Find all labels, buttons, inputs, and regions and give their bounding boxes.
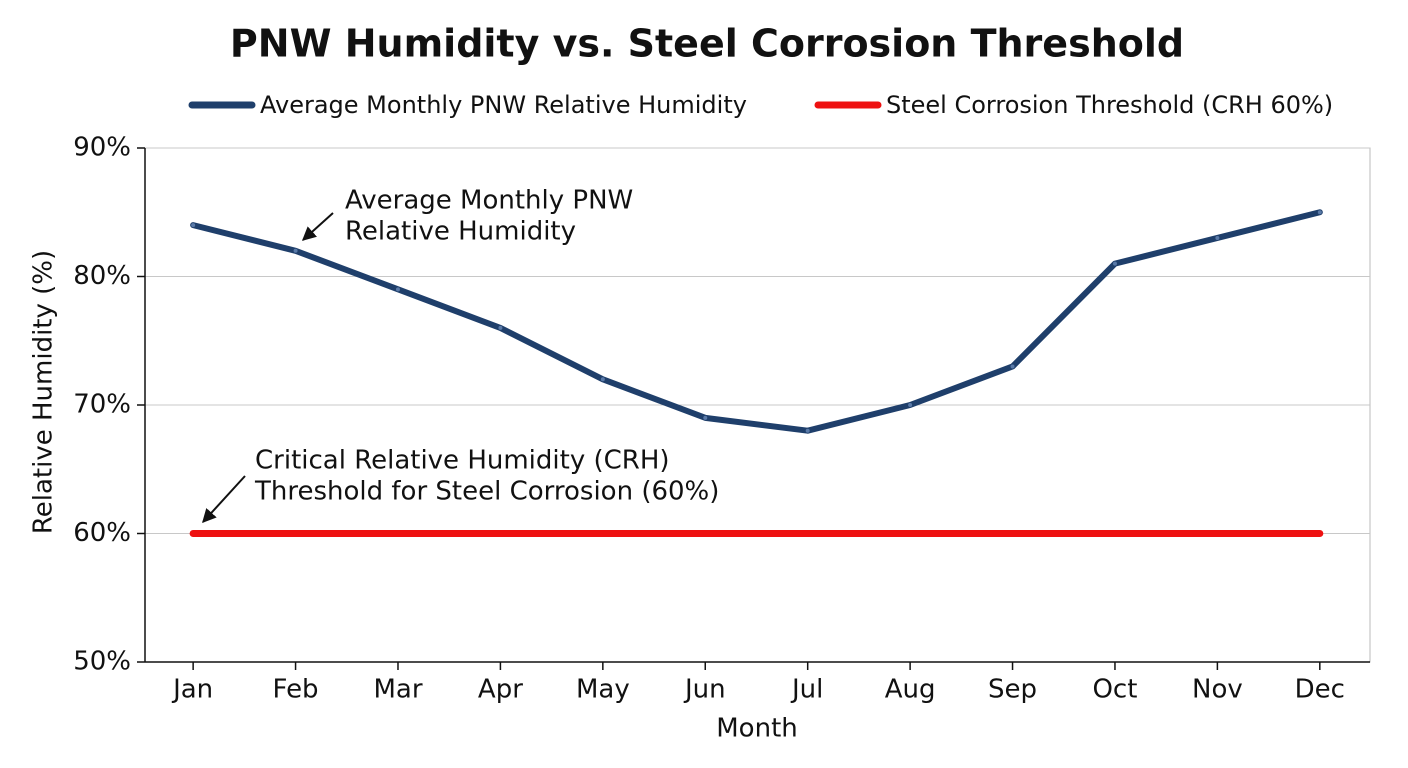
data-point: [191, 223, 196, 228]
y-tick-label: 70%: [73, 390, 131, 420]
data-point: [1317, 210, 1322, 215]
legend-label: Average Monthly PNW Relative Humidity: [260, 91, 747, 119]
annotation: Threshold for Steel Corrosion (60%): [254, 477, 719, 507]
data-point: [293, 248, 298, 253]
data-point: [395, 287, 400, 292]
annotation: Critical Relative Humidity (CRH): [255, 446, 670, 476]
x-tick-label: May: [576, 675, 630, 705]
x-tick-label: Jan: [171, 675, 213, 705]
x-tick-label: Jul: [790, 675, 823, 705]
x-tick-label: Oct: [1092, 675, 1137, 705]
series-line: [190, 209, 1323, 434]
y-tick-label: 90%: [73, 133, 131, 163]
annotation: Average Monthly PNW: [345, 186, 633, 216]
x-tick-label: Jun: [683, 675, 726, 705]
x-tick-label: Nov: [1192, 675, 1243, 705]
data-point: [1112, 261, 1117, 266]
data-point: [805, 428, 810, 433]
x-axis-label: Month: [716, 714, 798, 744]
x-tick-label: Feb: [273, 675, 319, 705]
data-point: [703, 415, 708, 420]
x-tick-label: Dec: [1295, 675, 1345, 705]
legend-label: Steel Corrosion Threshold (CRH 60%): [886, 91, 1333, 119]
annotation-arrow: [301, 212, 334, 241]
chart-title: PNW Humidity vs. Steel Corrosion Thresho…: [230, 22, 1184, 66]
data-point: [908, 403, 913, 407]
y-axis-label: Relative Humidity (%): [29, 250, 59, 534]
data-point: [600, 377, 605, 382]
y-tick-label: 80%: [73, 261, 131, 291]
x-tick-label: Aug: [885, 675, 936, 705]
data-point: [498, 325, 503, 330]
x-tick-label: Apr: [478, 675, 523, 705]
data-point: [1215, 235, 1220, 240]
annotation-arrow: [202, 475, 246, 524]
data-point: [1010, 364, 1015, 369]
x-tick-label: Sep: [988, 675, 1037, 705]
annotation: Relative Humidity: [345, 217, 576, 247]
x-tick-label: Mar: [373, 675, 422, 705]
y-tick-label: 60%: [73, 518, 131, 548]
y-tick-label: 50%: [73, 647, 131, 677]
